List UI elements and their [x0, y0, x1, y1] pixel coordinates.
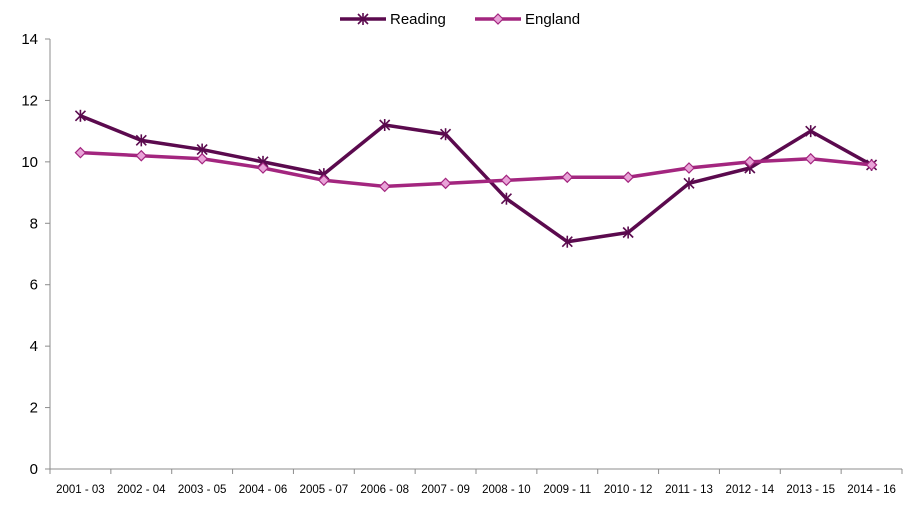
data-point-england: [683, 162, 695, 174]
x-tick-label: 2007 - 09: [421, 484, 470, 496]
x-tick-label: 2008 - 10: [482, 484, 531, 496]
y-tick-label: 14: [21, 31, 38, 48]
data-point-reading: [805, 125, 817, 138]
data-point-england: [439, 177, 452, 190]
data-point-reading: [500, 192, 512, 205]
legend-marker: [357, 13, 369, 25]
axes: 0 2 4 6 8 10 12 14 2001 - 03 2002 - 04 2003 - 05 20…: [21, 31, 903, 496]
data-point-england: [257, 162, 269, 174]
x-tick-label: 2005 - 07: [300, 484, 349, 496]
series-layer: [74, 109, 878, 248]
data-point-england: [744, 156, 756, 168]
series-line-england: [80, 150, 872, 189]
y-tick-label: 10: [21, 154, 38, 171]
data-point-england: [74, 146, 87, 159]
y-tick-label: 4: [30, 338, 38, 355]
data-point-england: [135, 149, 148, 162]
data-point-england: [561, 171, 574, 184]
legend-marker: [492, 13, 504, 25]
data-point-reading: [74, 109, 86, 122]
y-tick-label: 6: [30, 277, 38, 294]
data-point-england: [318, 174, 330, 187]
legend-label: England: [525, 11, 580, 28]
x-tick-label: 2003 - 05: [178, 484, 227, 496]
legend-label: Reading: [390, 11, 446, 28]
data-point-reading: [561, 235, 573, 248]
x-tick-label: 2014 - 16: [847, 484, 896, 496]
x-tick-label: 2001 - 03: [56, 484, 105, 496]
legend-item-england: England: [475, 11, 580, 28]
data-point-england: [804, 152, 817, 165]
data-point-reading: [135, 134, 147, 147]
y-tick-label: 12: [21, 92, 38, 109]
x-tick-label: 2013 - 15: [786, 484, 835, 496]
x-tick-label: 2011 - 13: [665, 484, 713, 496]
y-tick-label: 2: [30, 400, 38, 417]
data-point-england: [196, 152, 208, 165]
data-point-england: [500, 174, 513, 187]
data-point-reading: [683, 177, 695, 190]
series-reading: [74, 109, 878, 248]
x-tick-label: 2009 - 11: [543, 484, 591, 496]
x-tick-label: 2006 - 08: [360, 484, 409, 496]
x-tick-label: 2002 - 04: [117, 484, 166, 496]
data-point-reading: [379, 119, 391, 131]
data-point-reading: [622, 226, 634, 239]
data-point-england: [622, 171, 634, 184]
legend: Reading England: [340, 11, 580, 28]
data-point-england: [378, 180, 391, 193]
y-tick-label: 8: [30, 215, 38, 232]
data-point-reading: [440, 128, 452, 141]
data-point-england: [865, 159, 878, 171]
x-tick-label: 2010 - 12: [604, 484, 653, 496]
x-tick-label: 2012 - 14: [726, 484, 775, 496]
y-tick-label: 0: [30, 461, 38, 478]
legend-item-reading: Reading: [340, 11, 446, 28]
x-tick-label: 2004 - 06: [239, 484, 288, 496]
series-line-reading: [79, 114, 873, 244]
series-england: [74, 146, 878, 193]
